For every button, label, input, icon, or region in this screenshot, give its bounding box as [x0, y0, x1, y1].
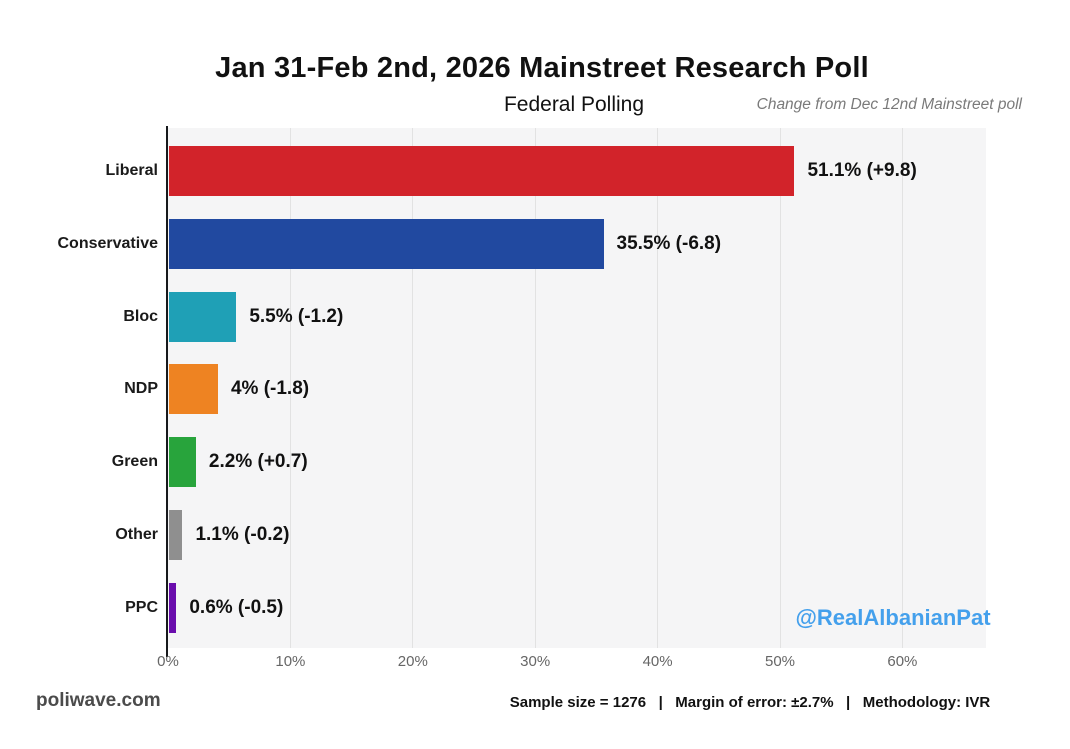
- site-credit: poliwave.com: [36, 690, 161, 711]
- gridline-10: [289, 128, 291, 648]
- bar-ppc: [169, 582, 177, 633]
- bar-bloc: [169, 291, 237, 342]
- value-label-bloc: 5.5% (-1.2): [249, 305, 344, 327]
- change-annotation: Change from Dec 12nd Mainstreet poll: [756, 96, 1022, 113]
- page-title: Jan 31-Feb 2nd, 2026 Mainstreet Research…: [215, 52, 869, 84]
- category-label-other: Other: [115, 526, 158, 543]
- xtick-label-30: 30%: [520, 653, 551, 670]
- bar-row-bloc: Bloc 5.5% (-1.2): [0, 291, 1070, 342]
- gridline-20: [412, 128, 414, 648]
- gridline-40: [657, 128, 659, 648]
- xtick-label-10: 10%: [275, 653, 306, 670]
- gridline-60: [901, 128, 903, 648]
- bar-row-ppc: PPC 0.6% (-0.5): [0, 582, 1070, 633]
- value-label-conservative: 35.5% (-6.8): [616, 232, 722, 254]
- plot-area: [168, 128, 986, 648]
- bar-row-conservative: Conservative 35.5% (-6.8): [0, 218, 1070, 269]
- bar-conservative: [169, 218, 604, 269]
- chart-subtitle: Federal Polling: [503, 93, 645, 116]
- category-label-ppc: PPC: [125, 598, 158, 616]
- y-axis-line: [166, 126, 168, 657]
- value-label-liberal: 51.1% (+9.8): [807, 160, 917, 181]
- category-label-ndp: NDP: [124, 380, 158, 398]
- value-label-ndp: 4% (-1.8): [230, 378, 310, 400]
- bar-row-green: Green 2.2% (+0.7): [0, 437, 1070, 488]
- bar-row-other: Other 1.1% (-0.2): [0, 510, 1070, 560]
- xtick-label-40: 40%: [642, 653, 673, 670]
- xtick-label-20: 20%: [397, 653, 428, 670]
- category-label-bloc: Bloc: [123, 307, 158, 325]
- bar-row-liberal: Liberal 51.1% (+9.8): [0, 146, 1070, 196]
- xtick-label-0: 0%: [157, 653, 179, 670]
- gridline-30: [534, 128, 536, 648]
- watermark-handle: @RealAlbanianPat: [795, 605, 991, 630]
- category-label-green: Green: [111, 453, 158, 471]
- bar-liberal: [169, 146, 795, 196]
- bar-row-ndp: NDP 4% (-1.8): [0, 364, 1070, 415]
- value-label-ppc: 0.6% (-0.5): [189, 596, 284, 618]
- gridline-50: [779, 128, 781, 648]
- bar-green: [169, 437, 196, 488]
- methodology-note: Sample size = 1276 | Margin of error: ±2…: [509, 694, 991, 711]
- category-label-conservative: Conservative: [57, 234, 159, 252]
- xtick-label-60: 60%: [887, 653, 918, 670]
- value-label-other: 1.1% (-0.2): [195, 524, 290, 545]
- value-label-green: 2.2% (+0.7): [208, 451, 308, 473]
- xtick-label-50: 50%: [764, 653, 796, 670]
- bar-other: [169, 510, 183, 560]
- bar-ndp: [169, 364, 218, 415]
- category-label-liberal: Liberal: [105, 162, 158, 179]
